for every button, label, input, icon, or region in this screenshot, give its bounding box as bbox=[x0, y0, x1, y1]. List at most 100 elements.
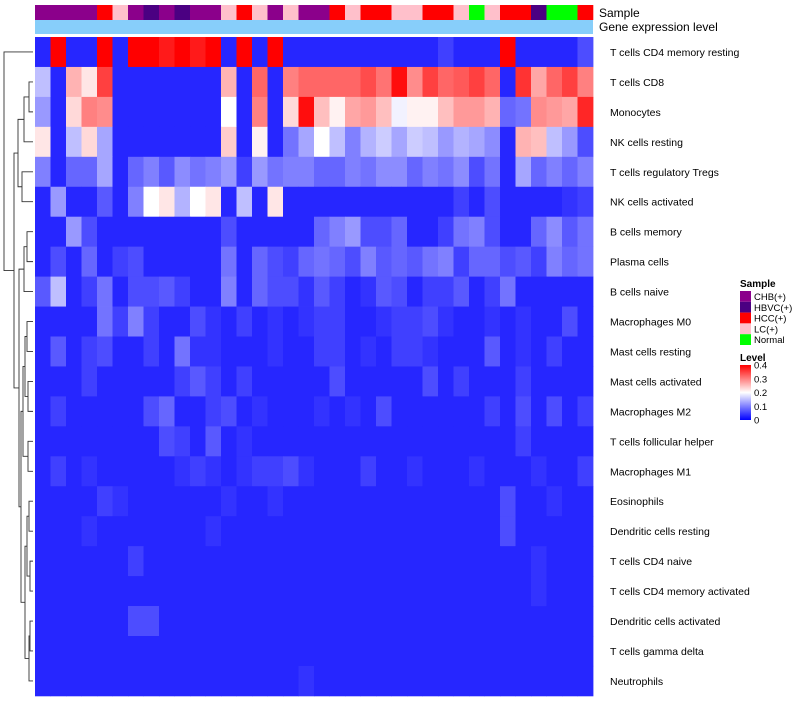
heatmap-cell bbox=[112, 426, 129, 457]
heatmap-cell bbox=[143, 486, 160, 517]
heatmap-cell bbox=[174, 276, 191, 307]
sample-annotation-cell bbox=[329, 5, 346, 20]
heatmap-cell bbox=[283, 186, 299, 218]
heatmap-cell bbox=[422, 246, 439, 277]
heatmap-cell bbox=[252, 186, 268, 218]
row-label-dendritic-cells-resting: Dendritic cells resting bbox=[610, 526, 710, 538]
heatmap-cell bbox=[81, 636, 98, 667]
heatmap-cell bbox=[35, 186, 51, 218]
heatmap-cell bbox=[283, 576, 299, 607]
heatmap-cell bbox=[66, 576, 82, 607]
heatmap-cell bbox=[236, 306, 253, 337]
heatmap-cell bbox=[407, 486, 423, 517]
heatmap-cell bbox=[345, 156, 361, 188]
heatmap-cell bbox=[407, 665, 423, 697]
heatmap-cell bbox=[562, 546, 578, 577]
heatmap-cell bbox=[252, 576, 268, 607]
heatmap-cell bbox=[97, 665, 113, 697]
heatmap-cell bbox=[314, 66, 330, 98]
heatmap-cell bbox=[283, 366, 299, 397]
heatmap-cell bbox=[128, 126, 144, 158]
heatmap-cell bbox=[298, 306, 315, 337]
heatmap-cell bbox=[267, 37, 284, 68]
heatmap-cell bbox=[143, 66, 160, 98]
heatmap-cell bbox=[329, 156, 346, 188]
heatmap-cell bbox=[546, 636, 563, 667]
heatmap-cell bbox=[500, 156, 516, 188]
heatmap-cell bbox=[174, 606, 191, 637]
heatmap-cell bbox=[66, 156, 82, 188]
heatmap-cell bbox=[112, 665, 129, 697]
heatmap-cell bbox=[205, 576, 222, 607]
heatmap-cell bbox=[577, 216, 594, 248]
heatmap-cell bbox=[159, 426, 175, 457]
heatmap-cell bbox=[484, 486, 501, 517]
heatmap-cell bbox=[112, 366, 129, 397]
heatmap-cell bbox=[66, 486, 82, 517]
heatmap-cell bbox=[236, 665, 253, 697]
heatmap-cell bbox=[35, 456, 51, 487]
heatmap-cell bbox=[329, 276, 346, 307]
dendrogram-branch bbox=[23, 96, 33, 143]
sample-annotation-cell bbox=[469, 5, 485, 20]
level-legend-tick: 0.4 bbox=[754, 361, 767, 372]
heatmap-cell bbox=[453, 276, 470, 307]
heatmap-cell bbox=[438, 546, 454, 577]
heatmap-cell bbox=[438, 426, 454, 457]
dendrogram-branch bbox=[27, 440, 33, 472]
heatmap-cell bbox=[174, 546, 191, 577]
heatmap-cell bbox=[81, 37, 98, 68]
heatmap-cell bbox=[329, 636, 346, 667]
heatmap-cell bbox=[221, 426, 237, 457]
heatmap-cell bbox=[283, 426, 299, 457]
heatmap-cell bbox=[562, 426, 578, 457]
heatmap-cell bbox=[50, 606, 67, 637]
heatmap-cell bbox=[407, 576, 423, 607]
heatmap-cell bbox=[50, 186, 67, 218]
heatmap-cell bbox=[360, 66, 377, 98]
heatmap-cell bbox=[112, 606, 129, 637]
heatmap-cell bbox=[283, 606, 299, 637]
heatmap-cell bbox=[329, 306, 346, 337]
heatmap-cells bbox=[35, 37, 594, 697]
heatmap-cell bbox=[314, 546, 330, 577]
heatmap-cell bbox=[407, 66, 423, 98]
heatmap-cell bbox=[81, 156, 98, 188]
heatmap-cell bbox=[391, 246, 408, 277]
heatmap-cell bbox=[190, 426, 206, 457]
dendrogram-branch bbox=[13, 152, 19, 389]
heatmap-cell bbox=[376, 186, 392, 218]
heatmap-cell bbox=[453, 66, 470, 98]
heatmap-cell bbox=[329, 426, 346, 457]
heatmap-cell bbox=[50, 336, 67, 367]
heatmap-cell bbox=[159, 546, 175, 577]
heatmap-cell bbox=[66, 516, 82, 547]
heatmap-cell bbox=[546, 126, 563, 158]
heatmap-cell bbox=[66, 186, 82, 218]
heatmap-cell bbox=[469, 426, 485, 457]
heatmap-cell bbox=[438, 516, 454, 547]
gene-expression-level-bar bbox=[35, 20, 593, 34]
heatmap-cell bbox=[159, 66, 175, 98]
heatmap-cell bbox=[329, 336, 346, 367]
heatmap-cell bbox=[221, 96, 237, 128]
heatmap-cell bbox=[391, 576, 408, 607]
heatmap-cell bbox=[190, 546, 206, 577]
heatmap-cell bbox=[50, 126, 67, 158]
heatmap-cell bbox=[159, 606, 175, 637]
heatmap-cell bbox=[50, 366, 67, 397]
heatmap-cell bbox=[283, 396, 299, 427]
heatmap-cell bbox=[453, 636, 470, 667]
heatmap-cell bbox=[391, 66, 408, 98]
heatmap-cell bbox=[252, 96, 268, 128]
heatmap-cell bbox=[283, 276, 299, 307]
heatmap-cell bbox=[531, 576, 547, 607]
heatmap-cell bbox=[407, 186, 423, 218]
heatmap-cell bbox=[143, 216, 160, 248]
heatmap-cell bbox=[97, 126, 113, 158]
heatmap-cell bbox=[515, 306, 532, 337]
dendrogram-branch bbox=[3, 51, 33, 271]
heatmap-cell bbox=[407, 96, 423, 128]
heatmap-cell bbox=[314, 156, 330, 188]
